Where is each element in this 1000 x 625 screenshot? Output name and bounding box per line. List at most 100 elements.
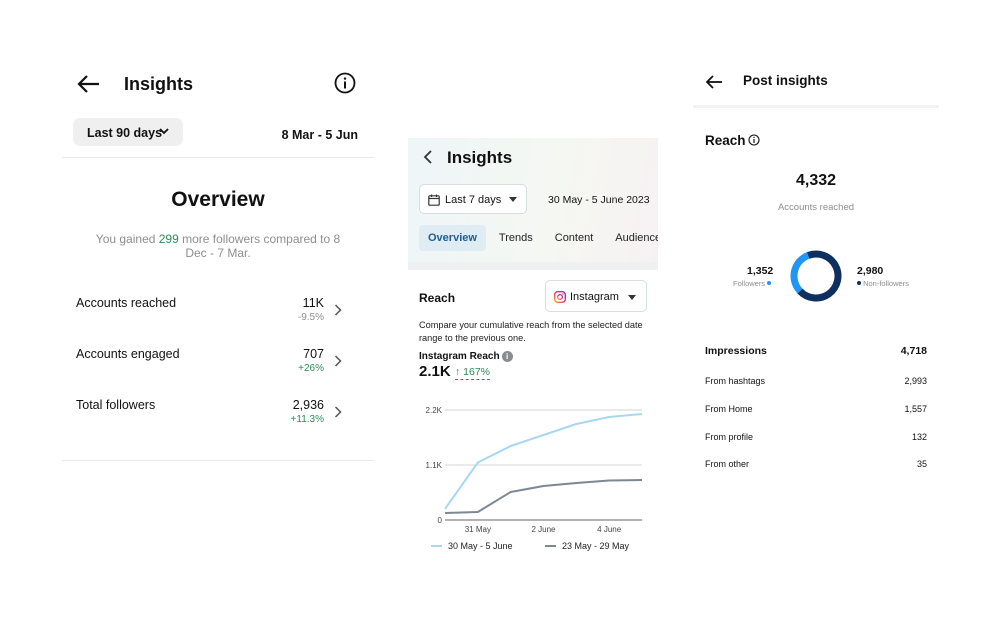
date-range-dropdown[interactable]: Last 90 days — [73, 118, 183, 146]
source-label: From other — [705, 459, 750, 469]
row-value: 707 — [303, 347, 324, 361]
row-label: Accounts reached — [76, 296, 177, 310]
page-title: Insights — [447, 148, 513, 167]
source-label: From profile — [705, 432, 754, 442]
chevron-right-icon — [334, 406, 342, 418]
legend-label: 23 May - 29 May — [562, 541, 630, 551]
tab-trends[interactable]: Trends — [498, 232, 533, 244]
impressions-label: Impressions — [705, 345, 767, 357]
source-value: 35 — [916, 459, 927, 469]
series-line-0 — [444, 413, 643, 510]
date-range-text: 8 Mar - 5 Jun — [281, 128, 358, 142]
source-value: 132 — [911, 432, 927, 442]
metric-change: ↑ 167% — [455, 366, 491, 380]
impressions-value: 4,718 — [900, 345, 927, 357]
source-value: 2,993 — [904, 376, 927, 386]
reach-line-chart: 0 1.1K 2.2K 31 May 2 June 4 June 30 May - 5 Ju… — [426, 406, 643, 551]
metric-label-text: Instagram Reach — [419, 351, 500, 362]
series-line-1 — [444, 479, 643, 514]
source-row-hashtags: From hashtags 2,993 — [705, 376, 927, 390]
x-tick-label: 31 May — [465, 525, 491, 534]
followers-gained-text: You gained 299 more followers compared t… — [90, 232, 346, 260]
total-followers-row[interactable]: Total followers 2,936 +11.3% — [76, 398, 358, 432]
followers-legend: Followers — [733, 279, 772, 288]
section-separator — [408, 262, 658, 270]
gained-count: 299 — [158, 232, 179, 246]
insights-panel-reach: Insights Last 7 days 30 May - 5 June 202… — [408, 138, 658, 568]
metric-value: 2.1K — [419, 363, 451, 380]
insights-header: Insights Last 7 days 30 May - 5 June 202… — [408, 138, 658, 262]
post-insights-panel: Post insights Reach 4,332 Accounts reach… — [693, 60, 939, 490]
platform-dropdown[interactable]: Instagram — [545, 280, 647, 312]
y-tick-label: 1.1K — [426, 461, 443, 470]
info-icon[interactable] — [334, 72, 356, 94]
source-row-other: From other 35 — [705, 459, 927, 473]
info-icon[interactable]: i — [501, 351, 513, 362]
compare-description: Compare your cumulative reach from the s… — [419, 320, 643, 343]
platform-label: Instagram — [570, 291, 619, 303]
row-label: Accounts engaged — [76, 347, 180, 361]
source-row-profile: From profile 132 — [705, 432, 927, 446]
tab-overview[interactable]: Overview — [419, 225, 486, 251]
chevron-right-icon — [334, 355, 342, 367]
date-range-label: Last 7 days — [445, 194, 502, 206]
tab-bar: Overview Trends Content Audience — [419, 225, 658, 251]
calendar-icon — [428, 194, 440, 206]
chevron-right-icon — [334, 304, 342, 316]
top-bar: Post insights — [693, 60, 939, 108]
divider — [62, 157, 374, 158]
y-tick-label: 2.2K — [426, 406, 443, 415]
caret-down-icon — [509, 197, 517, 202]
source-value: 1,557 — [904, 404, 927, 414]
row-change: -9.5% — [297, 312, 324, 323]
accounts-engaged-row[interactable]: Accounts engaged 707 +26% — [76, 347, 358, 381]
back-arrow-icon[interactable] — [705, 74, 723, 90]
back-arrow-icon[interactable] — [76, 72, 102, 96]
y-tick-label: 0 — [438, 516, 443, 525]
accounts-reached-label: Accounts reached — [777, 202, 855, 213]
reach-heading: Reach — [705, 133, 760, 148]
instagram-icon — [554, 291, 566, 303]
source-row-home: From Home 1,557 — [705, 404, 927, 418]
source-label: From Home — [705, 404, 753, 414]
nonfollowers-dot — [857, 281, 861, 285]
followers-dot — [767, 281, 772, 285]
source-label: From hashtags — [705, 376, 766, 386]
nonfollowers-segment — [797, 250, 842, 302]
caret-down-icon — [628, 295, 636, 300]
row-value: 11K — [302, 296, 324, 310]
x-tick-label: 4 June — [597, 525, 622, 534]
row-label: Total followers — [76, 398, 156, 412]
info-icon[interactable] — [748, 134, 760, 146]
divider — [62, 460, 374, 461]
tab-content[interactable]: Content — [554, 232, 594, 244]
insights-panel-overview: Insights Last 90 days 8 Mar - 5 Jun Over… — [62, 60, 374, 465]
followers-value: 1,352 — [747, 265, 774, 277]
row-value: 2,936 — [292, 398, 324, 412]
date-range-dropdown[interactable]: Last 7 days — [419, 184, 527, 214]
reach-heading-text: Reach — [705, 133, 746, 148]
overview-heading: Overview — [171, 188, 265, 211]
gained-text-pre: You gained — [95, 232, 159, 246]
tab-audience[interactable]: Audience — [615, 232, 658, 244]
row-change: +11.3% — [290, 414, 324, 425]
nonfollowers-label: Non-followers — [863, 279, 909, 288]
metric-label: Instagram Reach i — [419, 351, 513, 362]
page-title: Post insights — [743, 73, 828, 88]
accounts-reached-row[interactable]: Accounts reached 11K -9.5% — [76, 296, 358, 330]
accounts-reached-value: 4,332 — [795, 172, 837, 189]
legend-label: 30 May - 5 June — [448, 541, 513, 551]
date-range-text: 30 May - 5 June 2023 — [548, 194, 650, 206]
followers-label: Followers — [733, 279, 766, 288]
date-range-label: Last 90 days — [87, 126, 163, 140]
gained-text-post: more followers compared to 8 Dec - 7 Mar… — [178, 232, 341, 260]
nonfollowers-legend: Non-followers — [857, 279, 909, 288]
reach-heading: Reach — [419, 291, 456, 305]
reach-donut-chart — [790, 250, 842, 302]
chevron-left-icon[interactable] — [422, 149, 434, 165]
nonfollowers-value: 2,980 — [857, 265, 884, 277]
followers-segment — [790, 252, 810, 294]
page-title: Insights — [124, 74, 194, 94]
x-tick-label: 2 June — [531, 525, 556, 534]
row-change: +26% — [298, 363, 324, 374]
